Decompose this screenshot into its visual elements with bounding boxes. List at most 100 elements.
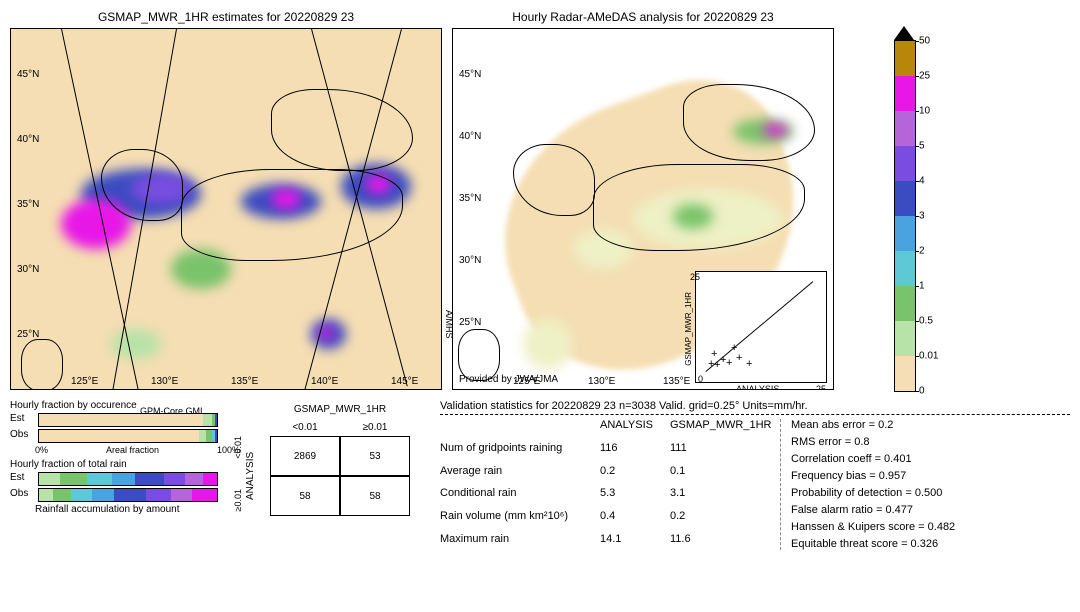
ct-col-product: GSMAP_MWR_1HR <box>270 400 410 418</box>
colorbar-tick: 25 <box>919 71 930 82</box>
lon-tick: 130°E <box>588 376 615 387</box>
colorbar-tick: 2 <box>919 246 925 257</box>
stats-divider <box>440 414 1070 415</box>
inset-ymax: 25 <box>690 272 700 282</box>
lat-tick: 45°N <box>17 69 39 80</box>
metric-row: Frequency bias = 0.957 <box>791 470 955 482</box>
lat-tick: 40°N <box>459 131 481 142</box>
axis-mid: Areal fraction <box>106 445 159 455</box>
metric-row: Equitable threat score = 0.326 <box>791 538 955 550</box>
right-map-panel: Hourly Radar-AMeDAS analysis for 2022082… <box>452 10 834 392</box>
stats-cell: Num of gridpoints raining <box>440 442 600 459</box>
fraction-segment <box>39 414 203 426</box>
occ-obs-bar <box>38 429 218 443</box>
tot-est-label: Est <box>10 472 35 483</box>
fraction-segment <box>71 489 92 501</box>
metric-row: Correlation coeff = 0.401 <box>791 453 955 465</box>
stats-header: Validation statistics for 20220829 23 n=… <box>440 400 1070 412</box>
colorbar-segment <box>895 251 915 286</box>
fraction-segment <box>215 414 217 426</box>
stats-metrics: Mean abs error = 0.2RMS error = 0.8Corre… <box>780 419 955 550</box>
lon-tick: 125°E <box>71 376 98 387</box>
lat-tick: 30°N <box>17 264 39 275</box>
tot-title: Hourly fraction of total rain <box>10 459 230 470</box>
lon-tick: 135°E <box>231 376 258 387</box>
lat-tick: 30°N <box>459 255 481 266</box>
occ-est-bar <box>38 413 218 427</box>
colorbar-tick: 50 <box>919 36 930 47</box>
bottom-row: Hourly fraction by occurence Est Obs 0% … <box>10 400 1070 591</box>
fraction-segment <box>146 489 171 501</box>
coastline <box>21 339 63 390</box>
top-row: GSMAP_MWR_1HR estimates for 20220829 23 … <box>10 10 1070 392</box>
lon-tick: 145°E <box>391 376 418 387</box>
colorbar-segment <box>895 216 915 251</box>
stats-block: Validation statistics for 20220829 23 n=… <box>440 400 1070 591</box>
stats-cell: 0.4 <box>600 510 670 527</box>
fraction-segment <box>60 473 87 485</box>
fraction-segment <box>171 489 192 501</box>
contingency-block: GSMAP_MWR_1HR <0.01 ≥0.01 ANALYSIS 2869 … <box>245 400 425 591</box>
colorbar-tick: 5 <box>919 141 925 152</box>
colorbar: 502510543210.50.010 <box>894 40 916 392</box>
tot-obs-label: Obs <box>10 488 35 499</box>
colorbar-arrow-icon <box>894 26 914 40</box>
lat-tick: 35°N <box>17 199 39 210</box>
fraction-segment <box>192 489 217 501</box>
stats-cell: 0.2 <box>670 510 760 527</box>
tot-obs-bar <box>38 488 218 502</box>
lon-tick: 140°E <box>311 376 338 387</box>
fraction-segment <box>203 414 212 426</box>
fraction-segment <box>164 473 185 485</box>
colorbar-container: 502510543210.50.010 <box>894 10 924 392</box>
colorbar-tick: 4 <box>919 176 925 187</box>
lat-tick: 25°N <box>17 329 39 340</box>
ct-col-ge: ≥0.01 <box>340 418 410 436</box>
colorbar-segment <box>895 286 915 321</box>
fraction-segment <box>203 473 217 485</box>
colorbar-segment <box>895 181 915 216</box>
fraction-segment <box>135 473 163 485</box>
stats-col-product: GSMAP_MWR_1HR <box>670 419 760 436</box>
colorbar-tick: 0 <box>919 386 925 397</box>
occ-est-label: Est <box>10 413 35 424</box>
stats-cell: 11.6 <box>670 533 760 550</box>
ct-d: 58 <box>340 476 410 516</box>
lat-tick: 45°N <box>459 69 481 80</box>
stats-cell: 14.1 <box>600 533 670 550</box>
inset-xlabel: ANALYSIS <box>736 384 779 390</box>
lat-tick: 25°N <box>459 317 481 328</box>
colorbar-tick: 0.5 <box>919 316 933 327</box>
fraction-segment <box>185 473 203 485</box>
fraction-segment <box>39 430 199 442</box>
colorbar-segment <box>895 146 915 181</box>
fraction-segment <box>53 489 71 501</box>
colorbar-segment <box>895 356 915 391</box>
left-map-box: 45°N 40°N 35°N 30°N 25°N 125°E 130°E 135°E 140°E… <box>10 28 442 390</box>
stats-cell: 0.1 <box>670 465 760 482</box>
stats-cell: Conditional rain <box>440 487 600 504</box>
lat-tick: 40°N <box>17 134 39 145</box>
fraction-segment <box>39 489 53 501</box>
ct-row-ge: ≥0.01 <box>233 489 243 511</box>
fraction-segment <box>39 473 60 485</box>
inset-origin: 0 <box>698 374 703 384</box>
ct-b: 53 <box>340 436 410 476</box>
axis-0: 0% <box>35 445 48 455</box>
colorbar-tick: 3 <box>919 211 925 222</box>
metric-row: Hanssen & Kuipers score = 0.482 <box>791 521 955 533</box>
colorbar-tick: 10 <box>919 106 930 117</box>
colorbar-segment <box>895 321 915 356</box>
stats-cell: 0.2 <box>600 465 670 482</box>
stats-cell: 3.1 <box>670 487 760 504</box>
fraction-segment <box>215 430 217 442</box>
fraction-segment <box>87 473 112 485</box>
metric-row: Probability of detection = 0.500 <box>791 487 955 499</box>
metric-row: False alarm ratio = 0.477 <box>791 504 955 516</box>
ct-row-product: ANALYSIS <box>245 436 270 516</box>
scatter-inset: 25 0 25 ANALYSIS GSMAP_MWR_1HR + + + + +… <box>695 271 827 383</box>
colorbar-tick: 0.01 <box>919 351 938 362</box>
lon-tick: 135°E <box>663 376 690 387</box>
lon-tick: 130°E <box>151 376 178 387</box>
right-map-title: Hourly Radar-AMeDAS analysis for 2022082… <box>452 10 834 24</box>
